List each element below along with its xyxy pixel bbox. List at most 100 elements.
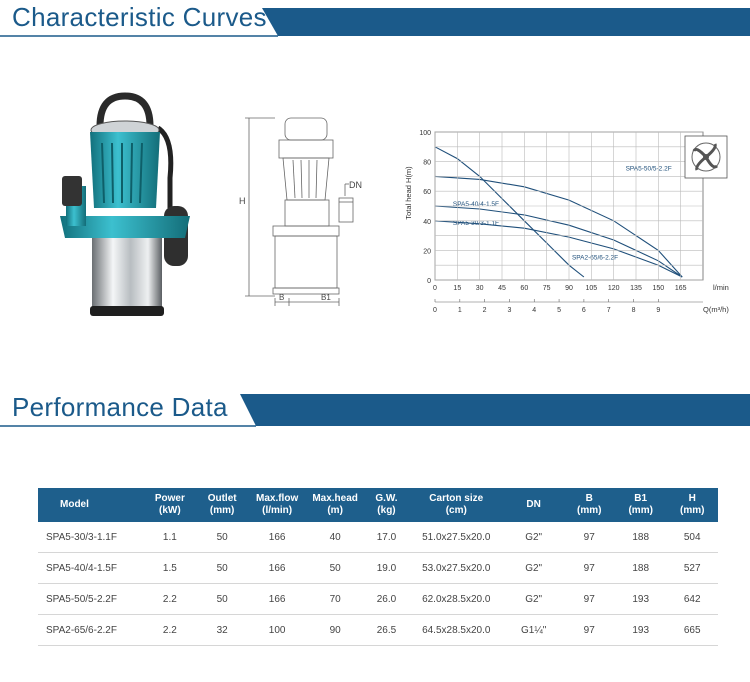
x-tick-label-lmin: 45 xyxy=(498,285,506,292)
x-tick-label-m3h: 8 xyxy=(632,307,636,314)
table-row: SPA5-40/4-1.5F 1.5 50 166 50 19.0 53.0x27.5x20… xyxy=(38,552,718,584)
column-header: H (mm) xyxy=(666,488,718,522)
column-header: Carton size (cm) xyxy=(408,488,504,522)
table-cell: G1¼" xyxy=(503,614,564,646)
column-header-text: Power xyxy=(154,493,185,504)
table-row: SPA5-50/5-2.2F 2.2 50 166 70 26.0 62.0x28.5x20… xyxy=(38,583,718,615)
table-cell: 193 xyxy=(614,614,667,646)
column-header: Outlet (mm) xyxy=(196,488,249,522)
dim-label-h: H xyxy=(239,196,246,206)
table-cell: 193 xyxy=(614,583,667,615)
x-tick-label-m3h: 1 xyxy=(458,307,462,314)
x-tick-label-m3h: 9 xyxy=(656,307,660,314)
y-tick-label: 100 xyxy=(419,130,431,137)
column-header: B1 (mm) xyxy=(614,488,667,522)
column-header-text: Carton size xyxy=(429,493,484,504)
series-line xyxy=(434,220,683,278)
column-header: DN xyxy=(503,488,564,522)
series-label: SPA5-50/5-2.2F xyxy=(626,165,672,172)
table-cell: 64.5x28.5x20.0 xyxy=(408,614,504,646)
table-cell: G2" xyxy=(503,583,564,615)
table-cell: 166 xyxy=(248,552,306,584)
x-tick-label-lmin: 60 xyxy=(520,285,528,292)
table-header-row: Model Power (kW) Outlet (mm) Max.flow (l/min) M… xyxy=(38,488,718,522)
table-cell: SPA2-65/6-2.2F xyxy=(38,614,144,646)
x-tick-label-m3h: 7 xyxy=(607,307,611,314)
y-tick-label: 60 xyxy=(423,189,431,196)
column-header-text: (mm) xyxy=(628,505,653,516)
table-body: SPA5-30/3-1.1F 1.1 50 166 40 17.0 51.0x27.5x20… xyxy=(38,522,718,646)
performance-table: Model Power (kW) Outlet (mm) Max.flow (l/min) M… xyxy=(38,488,718,646)
dim-label-b: B xyxy=(279,293,284,302)
table-cell: 17.0 xyxy=(364,522,409,553)
table-cell: 1.1 xyxy=(143,522,197,553)
section-header-bar xyxy=(0,394,750,427)
section-header-curves: Characteristic Curves xyxy=(0,0,750,38)
series-label: SPA2-65/6-2.2F xyxy=(572,254,618,261)
table-cell: 40 xyxy=(305,522,365,553)
table-cell: 2.2 xyxy=(143,583,197,615)
column-header-text: (cm) xyxy=(445,505,467,516)
x-tick-label-lmin: 135 xyxy=(630,285,642,292)
x-tick-label-lmin: 30 xyxy=(476,285,484,292)
column-header-text: B xyxy=(585,493,593,504)
column-header: B (mm) xyxy=(563,488,615,522)
section-title: Characteristic Curves xyxy=(12,2,267,32)
table-cell: 32 xyxy=(196,614,249,646)
table-cell: 53.0x27.5x20.0 xyxy=(408,552,504,584)
chart-x-unit-lmin: l/min xyxy=(713,283,729,292)
series-label: SPA5-40/4-1.5F xyxy=(453,201,499,208)
pump-product-image xyxy=(40,88,210,328)
x-tick-label-lmin: 165 xyxy=(675,285,687,292)
y-tick-label: 20 xyxy=(423,248,431,255)
column-header-text: DN xyxy=(526,499,541,510)
x-tick-label-lmin: 120 xyxy=(608,285,620,292)
x-tick-label-m3h: 6 xyxy=(582,307,586,314)
y-tick-label: 40 xyxy=(423,219,431,226)
column-header-text: Outlet xyxy=(207,493,237,504)
x-tick-label-lmin: 15 xyxy=(453,285,461,292)
column-header-text: (l/min) xyxy=(262,505,293,516)
column-header-text: (m) xyxy=(327,505,343,516)
x-tick-label-lmin: 105 xyxy=(585,285,597,292)
table-cell: 97 xyxy=(563,583,615,615)
section-header-performance: Performance Data xyxy=(0,390,750,428)
table-cell: 19.0 xyxy=(364,552,409,584)
column-header: Max.head (m) xyxy=(305,488,365,522)
y-tick-label: 80 xyxy=(423,160,431,167)
dimension-drawing: H DN B B1 xyxy=(235,108,375,308)
performance-curve-chart: SPA2-65/6-2.2F SPA5-30/3-1.1F SPA5-40/4-1.… xyxy=(395,118,745,333)
section-header-bar xyxy=(0,8,750,37)
table-cell: 97 xyxy=(563,552,615,584)
table-cell: 70 xyxy=(305,583,365,615)
table-cell: 50 xyxy=(305,552,365,584)
table-cell: SPA5-40/4-1.5F xyxy=(38,552,144,584)
table-row: SPA5-30/3-1.1F 1.1 50 166 40 17.0 51.0x27.5x20… xyxy=(38,522,718,553)
x-tick-label-m3h: 4 xyxy=(532,307,536,314)
table-cell: 62.0x28.5x20.0 xyxy=(408,583,504,615)
table-cell: 97 xyxy=(563,522,615,553)
table-row: SPA2-65/6-2.2F 2.2 32 100 90 26.5 64.5x28.5x20… xyxy=(38,614,718,646)
column-header-text: B1 xyxy=(634,493,648,504)
table-cell: 1.5 xyxy=(143,552,197,584)
table-cell: 50 xyxy=(196,552,249,584)
table-cell: 2.2 xyxy=(143,614,197,646)
chart-x-unit-m3h: Q(m³/h) xyxy=(703,305,729,314)
table-cell: 166 xyxy=(248,583,306,615)
table-cell: 26.5 xyxy=(364,614,409,646)
impeller-icon xyxy=(684,135,728,179)
table-cell: 166 xyxy=(248,522,306,553)
section-title: Performance Data xyxy=(12,392,228,422)
column-header: Max.flow (l/min) xyxy=(248,488,306,522)
table-cell: SPA5-50/5-2.2F xyxy=(38,583,144,615)
table-cell: SPA5-30/3-1.1F xyxy=(38,522,144,553)
table-cell: G2" xyxy=(503,552,564,584)
column-header-text: (kW) xyxy=(159,505,181,516)
table-cell: 90 xyxy=(305,614,365,646)
column-header-text: (kg) xyxy=(377,505,396,516)
chart-y-label: Total head H(m) xyxy=(404,166,413,220)
x-tick-label-m3h: 5 xyxy=(557,307,561,314)
column-header: Power (kW) xyxy=(143,488,197,522)
table-cell: 504 xyxy=(666,522,718,553)
table-cell: 100 xyxy=(248,614,306,646)
